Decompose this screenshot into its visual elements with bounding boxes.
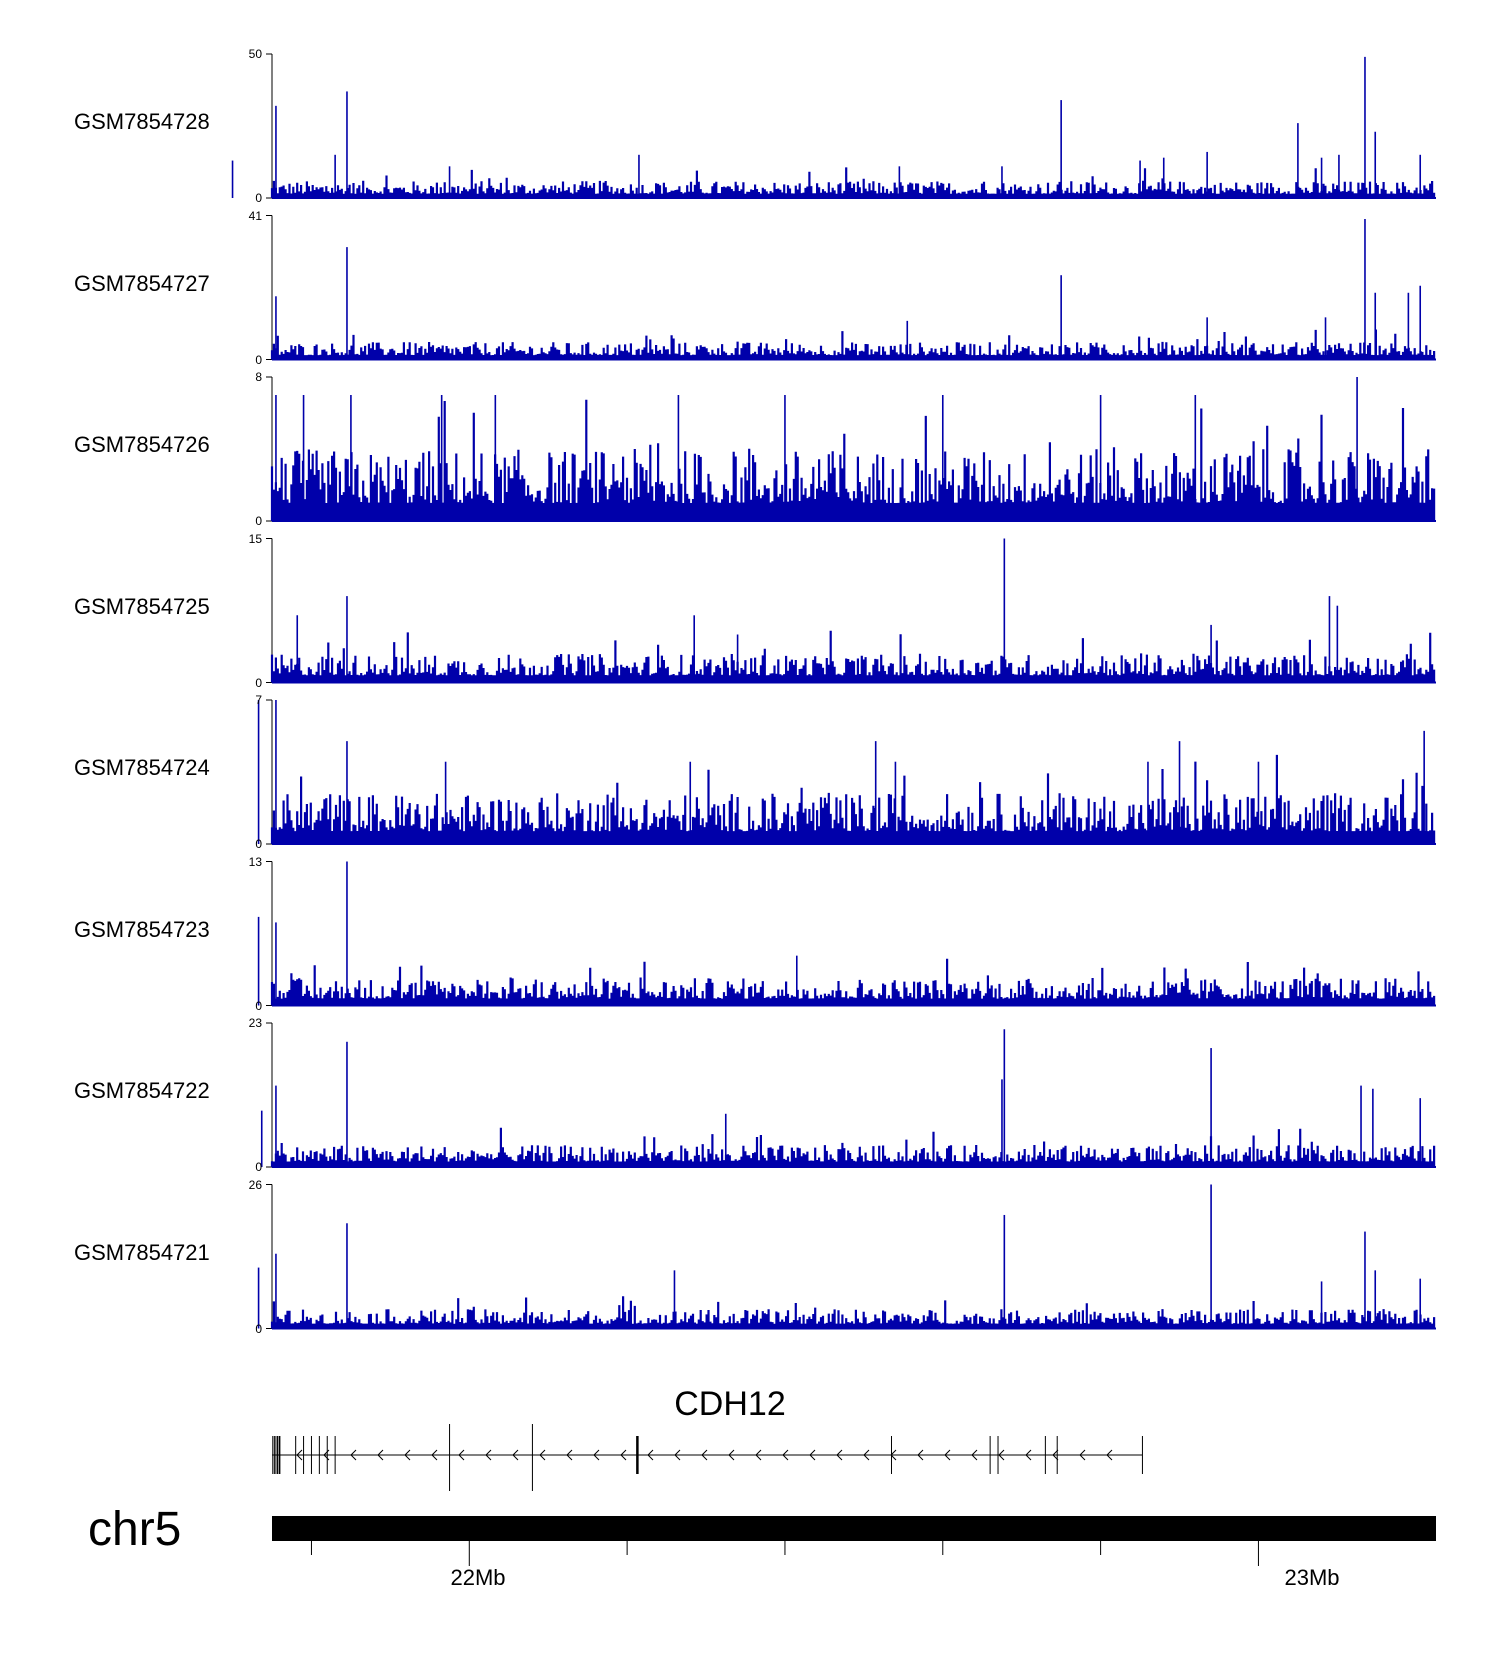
strand-arrow	[539, 1449, 546, 1461]
gene-label-cdh12: CDH12	[674, 1385, 786, 1423]
coverage-signal	[270, 167, 1436, 198]
coverage-signal	[270, 399, 1436, 521]
strand-arrow	[350, 1449, 357, 1461]
strand-arrow	[593, 1449, 600, 1461]
track-label: GSM7854723	[74, 916, 210, 942]
coverage-track-GSM7854722	[260, 1022, 1436, 1168]
y-axis-max-label: 15	[248, 531, 262, 546]
strand-arrow	[944, 1449, 951, 1461]
strand-arrow	[998, 1449, 1005, 1461]
y-axis-min-label: 0	[255, 837, 262, 851]
y-axis-min-label: 0	[255, 675, 262, 690]
y-axis-min-label: 0	[255, 352, 262, 367]
strand-arrow	[674, 1449, 681, 1461]
strand-arrow	[458, 1449, 465, 1461]
track-label: GSM7854726	[74, 432, 210, 457]
track-label: GSM7854728	[74, 109, 210, 134]
x-tick-label-22mb: 22Mb	[450, 1565, 506, 1590]
strand-arrow	[647, 1449, 654, 1461]
y-axis-max-label: 7	[255, 693, 262, 707]
coverage-signal	[270, 1296, 1436, 1329]
strand-arrow	[1106, 1449, 1113, 1461]
coverage-signal	[270, 329, 1436, 360]
track-label: GSM7854724	[74, 755, 210, 780]
strand-arrow	[755, 1449, 762, 1461]
coverage-track-GSM7854724	[257, 699, 1436, 845]
strand-arrow	[296, 1449, 303, 1461]
y-axis-max-label: 26	[248, 1177, 262, 1192]
y-axis-max-label: 23	[248, 1016, 262, 1030]
strand-arrow	[377, 1449, 384, 1461]
chromosome-label: chr5	[88, 1503, 182, 1556]
strand-arrow	[1079, 1449, 1086, 1461]
y-axis-min-label: 0	[255, 1321, 262, 1336]
strand-arrow	[863, 1449, 870, 1461]
coverage-track-GSM7854725	[266, 538, 1436, 684]
x-tick-label-23mb: 23Mb	[1284, 1565, 1340, 1590]
y-axis-max-label: 50	[248, 47, 262, 61]
strand-arrow	[917, 1449, 924, 1461]
y-axis-min-label: 0	[255, 998, 262, 1013]
strand-arrow	[620, 1449, 627, 1461]
strand-arrow	[782, 1449, 789, 1461]
strand-arrow	[701, 1449, 708, 1461]
y-axis-min-label: 0	[255, 191, 262, 205]
coverage-signal	[270, 958, 1436, 1006]
y-axis-max-label: 41	[248, 208, 262, 223]
track-label: GSM7854725	[74, 593, 210, 619]
strand-arrow	[971, 1449, 978, 1461]
strand-arrow	[728, 1449, 735, 1461]
y-axis-min-label: 0	[255, 514, 262, 528]
coverage-signal	[270, 630, 1436, 683]
strand-arrow	[836, 1449, 843, 1461]
strand-arrow	[512, 1449, 519, 1461]
y-axis-min-label: 0	[255, 1160, 262, 1174]
coverage-signal	[270, 1127, 1436, 1167]
strand-arrow	[485, 1449, 492, 1461]
coverage-track-GSM7854723	[257, 861, 1436, 1007]
coverage-track-GSM7854726	[266, 376, 1436, 522]
track-label: GSM7854721	[74, 1239, 210, 1265]
strand-arrow	[1052, 1449, 1059, 1461]
strand-arrow	[1025, 1449, 1032, 1461]
coverage-track-GSM7854728	[231, 53, 1436, 199]
coverage-track-GSM7854727	[266, 215, 1436, 361]
coverage-signal	[270, 754, 1436, 844]
strand-arrow	[404, 1449, 411, 1461]
track-label: GSM7854727	[74, 270, 210, 296]
chromosome-ideogram-bar	[272, 1516, 1436, 1541]
strand-arrow	[809, 1449, 816, 1461]
track-label: GSM7854722	[74, 1078, 210, 1103]
strand-arrow	[431, 1449, 438, 1461]
y-axis-max-label: 8	[255, 370, 262, 384]
coverage-track-GSM7854721	[257, 1184, 1436, 1330]
strand-arrow	[566, 1449, 573, 1461]
y-axis-max-label: 13	[248, 854, 262, 869]
